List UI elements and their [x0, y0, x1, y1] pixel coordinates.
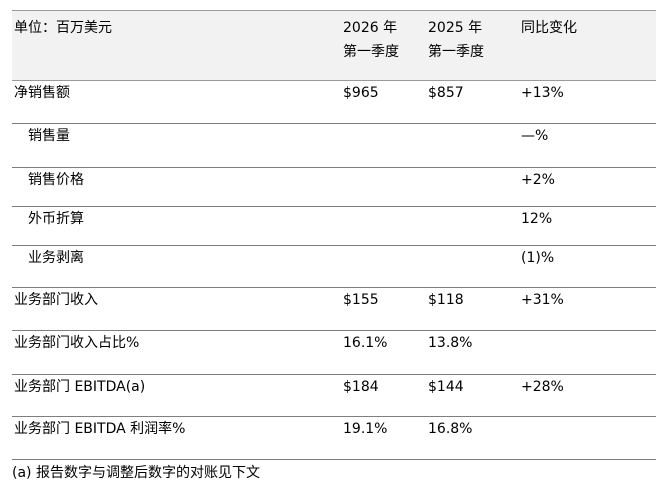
- row-label: 业务部门 EBITDA 利润率%: [14, 421, 186, 437]
- col-2026-q1-line1: 2026 年: [343, 20, 398, 36]
- row-label: 业务部门收入占比%: [14, 335, 140, 351]
- row-label: 销售价格: [28, 172, 84, 188]
- row-change: —%: [521, 128, 549, 144]
- row-label: 销售量: [28, 128, 70, 144]
- row-value-2026: $184: [343, 379, 379, 395]
- table-row-ebitda-margin: 业务部门 EBITDA 利润率% 19.1% 16.8%: [12, 417, 656, 460]
- row-value-2025: $144: [428, 379, 464, 395]
- row-change: (1)%: [521, 250, 555, 266]
- financial-table: 单位：百万美元 2026 年 第一季度 2025 年 第一季度 同比变化 净销售…: [12, 10, 656, 460]
- table-row-volume: 销售量 —%: [12, 124, 656, 168]
- row-change: +28%: [521, 379, 564, 395]
- row-label: 业务部门收入: [14, 292, 98, 308]
- table-row-segment-income-pct: 业务部门收入占比% 16.1% 13.8%: [12, 331, 656, 375]
- row-change: +31%: [521, 292, 564, 308]
- row-value-2026: $155: [343, 292, 379, 308]
- row-change: +2%: [521, 172, 555, 188]
- row-value-2025: 13.8%: [428, 335, 473, 351]
- col-2026-q1-line2: 第一季度: [343, 44, 399, 60]
- row-value-2026: 19.1%: [343, 421, 388, 437]
- col-2025-q1-line1: 2025 年: [428, 20, 483, 36]
- row-label: 业务部门 EBITDA(a): [14, 379, 146, 395]
- table-row-divestiture: 业务剥离 (1)%: [12, 246, 656, 288]
- row-label: 净销售额: [14, 85, 70, 101]
- unit-label: 单位：百万美元: [14, 20, 112, 36]
- row-value-2025: 16.8%: [428, 421, 473, 437]
- row-change: +13%: [521, 85, 564, 101]
- row-label: 业务剥离: [28, 250, 84, 266]
- table-row-segment-income: 业务部门收入 $155 $118 +31%: [12, 288, 656, 331]
- table-row-segment-ebitda: 业务部门 EBITDA(a) $184 $144 +28%: [12, 375, 656, 417]
- col-yoy-change: 同比变化: [521, 20, 577, 36]
- row-value-2026: 16.1%: [343, 335, 388, 351]
- row-change: 12%: [521, 211, 553, 227]
- footnote: (a) 报告数字与调整后数字的对账见下文: [12, 465, 260, 481]
- row-value-2025: $118: [428, 292, 464, 308]
- col-2026-q1: 2026 年 第一季度: [343, 16, 399, 64]
- row-value-2026: $965: [343, 85, 379, 101]
- col-2025-q1-line2: 第一季度: [428, 44, 484, 60]
- col-2025-q1: 2025 年 第一季度: [428, 16, 484, 64]
- table-header: 单位：百万美元 2026 年 第一季度 2025 年 第一季度 同比变化: [12, 10, 656, 81]
- table-row-fx: 外币折算 12%: [12, 207, 656, 246]
- table-row-price: 销售价格 +2%: [12, 168, 656, 207]
- row-label: 外币折算: [28, 211, 84, 227]
- table-row-net-sales: 净销售额 $965 $857 +13%: [12, 81, 656, 124]
- row-value-2025: $857: [428, 85, 464, 101]
